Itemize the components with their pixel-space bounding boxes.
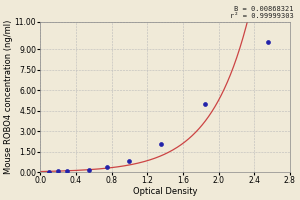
Point (158, 142, 163, 145)
Point (87, 168, 92, 171)
Point (65, 169, 70, 173)
Point (47, 170, 52, 173)
Point (56, 170, 61, 173)
Text: B = 0.00868321
r² = 0.99999303: B = 0.00868321 r² = 0.99999303 (230, 6, 294, 19)
Point (105, 166, 110, 169)
Y-axis label: Mouse ROBO4 concentration (ng/ml): Mouse ROBO4 concentration (ng/ml) (4, 20, 13, 174)
Point (265, 41, 270, 44)
Point (203, 102, 208, 105)
Point (127, 160, 132, 163)
X-axis label: Optical Density: Optical Density (133, 187, 197, 196)
